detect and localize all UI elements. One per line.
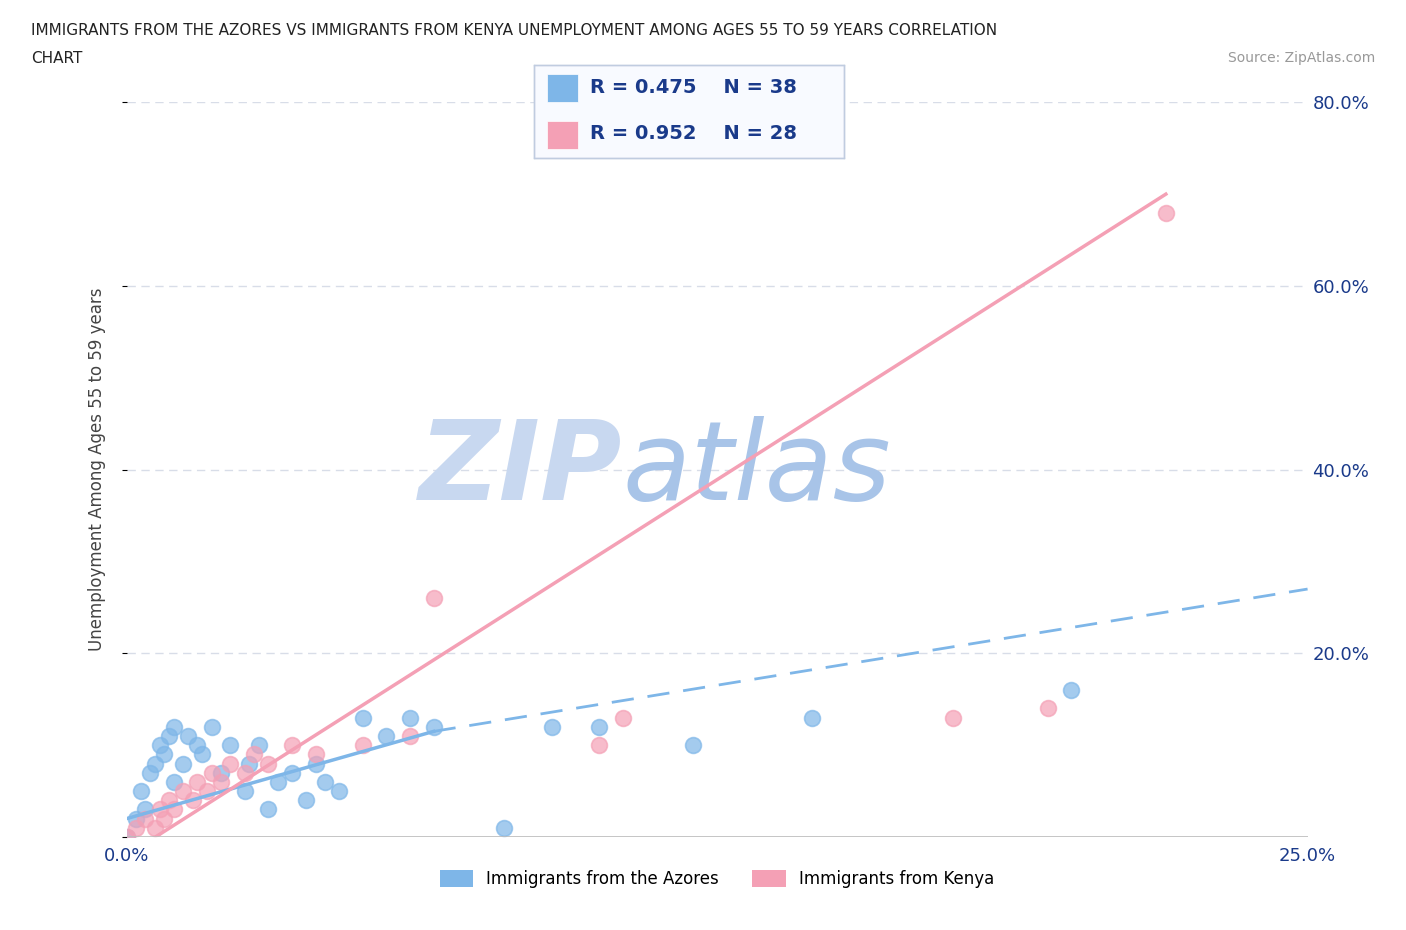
Point <box>157 792 180 807</box>
Point <box>233 765 256 780</box>
Point <box>153 747 176 762</box>
Point <box>682 737 704 752</box>
Point <box>186 737 208 752</box>
Text: atlas: atlas <box>623 416 891 524</box>
Point <box>200 720 222 735</box>
Point <box>172 784 194 799</box>
Point <box>153 811 176 826</box>
Point <box>1154 205 1177 219</box>
Point <box>942 711 965 725</box>
Point <box>209 775 232 790</box>
Point <box>191 747 214 762</box>
Point <box>295 792 318 807</box>
Point <box>588 720 610 735</box>
Point <box>257 802 280 817</box>
Point <box>195 784 218 799</box>
Point <box>247 737 270 752</box>
Point <box>399 711 422 725</box>
Point <box>1060 683 1083 698</box>
Point <box>115 830 138 844</box>
Point <box>233 784 256 799</box>
Text: Source: ZipAtlas.com: Source: ZipAtlas.com <box>1227 51 1375 65</box>
Point <box>149 737 172 752</box>
Point <box>304 756 326 771</box>
FancyBboxPatch shape <box>547 74 578 102</box>
Point <box>157 728 180 743</box>
Legend: Immigrants from the Azores, Immigrants from Kenya: Immigrants from the Azores, Immigrants f… <box>433 863 1001 895</box>
Text: R = 0.952    N = 28: R = 0.952 N = 28 <box>591 125 797 143</box>
Point <box>267 775 290 790</box>
Point <box>149 802 172 817</box>
Point <box>143 756 166 771</box>
Point <box>238 756 260 771</box>
Point <box>172 756 194 771</box>
Point <box>612 711 634 725</box>
Point <box>177 728 200 743</box>
Point <box>352 737 374 752</box>
Point <box>243 747 266 762</box>
Point <box>143 820 166 835</box>
Y-axis label: Unemployment Among Ages 55 to 59 years: Unemployment Among Ages 55 to 59 years <box>87 288 105 651</box>
Point <box>540 720 562 735</box>
Point <box>281 737 304 752</box>
Point <box>281 765 304 780</box>
Point <box>186 775 208 790</box>
FancyBboxPatch shape <box>547 121 578 149</box>
Point <box>209 765 232 780</box>
Point <box>134 811 156 826</box>
Point <box>328 784 350 799</box>
Text: IMMIGRANTS FROM THE AZORES VS IMMIGRANTS FROM KENYA UNEMPLOYMENT AMONG AGES 55 T: IMMIGRANTS FROM THE AZORES VS IMMIGRANTS… <box>31 23 997 38</box>
Point <box>422 591 444 605</box>
Point <box>163 720 186 735</box>
Point <box>1036 701 1059 716</box>
Point <box>422 720 444 735</box>
Point <box>219 756 242 771</box>
Point <box>181 792 204 807</box>
Text: ZIP: ZIP <box>419 416 623 524</box>
Point <box>163 775 186 790</box>
Point <box>163 802 186 817</box>
Point <box>115 830 138 844</box>
Point <box>375 728 398 743</box>
Point <box>352 711 374 725</box>
Point <box>134 802 156 817</box>
Point <box>129 784 152 799</box>
Point <box>588 737 610 752</box>
Point <box>800 711 823 725</box>
Text: CHART: CHART <box>31 51 83 66</box>
Point <box>200 765 222 780</box>
Text: R = 0.475    N = 38: R = 0.475 N = 38 <box>591 78 797 97</box>
Point <box>494 820 516 835</box>
Point <box>304 747 326 762</box>
Point <box>139 765 162 780</box>
Point <box>219 737 242 752</box>
Point <box>257 756 280 771</box>
Point <box>125 811 148 826</box>
Point <box>125 820 148 835</box>
Point <box>314 775 336 790</box>
Point <box>399 728 422 743</box>
